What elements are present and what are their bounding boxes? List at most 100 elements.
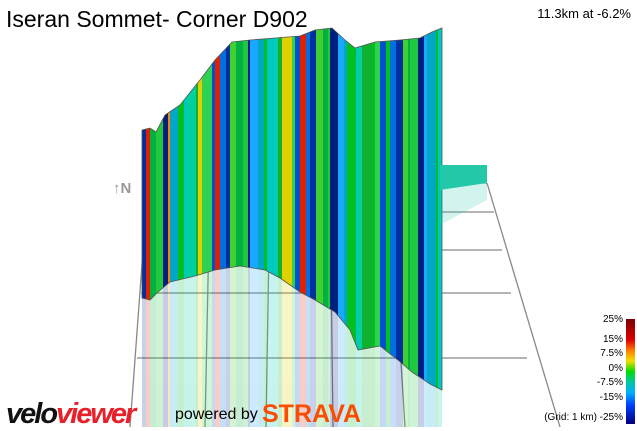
gradient-stripe — [236, 28, 243, 390]
gradient-stripe — [344, 28, 347, 390]
reflection-stripe — [278, 266, 282, 427]
reflection-stripe — [292, 266, 295, 427]
reflection-stripe — [220, 266, 226, 427]
gradient-stripe — [278, 28, 282, 390]
reflection-stripe — [202, 266, 212, 427]
gradient-stripe — [202, 28, 212, 390]
legend-label: 7.5% — [600, 348, 623, 359]
gradient-stripe — [306, 28, 310, 390]
legend-label: 25% — [602, 314, 623, 325]
gradient-stripe — [347, 28, 356, 390]
gradient-stripe — [156, 28, 163, 390]
gradient-stripe — [292, 28, 295, 390]
legend-label: -25% — [599, 412, 623, 423]
gradient-stripe — [424, 28, 427, 390]
gradient-stripe — [300, 28, 306, 390]
reflection-stripe — [344, 266, 347, 427]
reflection-stripe — [267, 266, 276, 427]
hover-stat: 11.3km at -6.2% — [537, 6, 631, 21]
gradient-stripe — [264, 28, 267, 390]
gradient-stripe — [396, 28, 403, 390]
reflection-stripe — [248, 266, 250, 427]
gradient-stripe — [410, 28, 418, 390]
reflection-stripe — [310, 266, 316, 427]
reflection-stripe — [316, 266, 323, 427]
gradient-stripe — [198, 28, 202, 390]
gradient-stripe — [427, 28, 436, 390]
reflection-stripe — [323, 266, 328, 427]
reflection-stripe — [230, 266, 236, 427]
gradient-stripe — [243, 28, 248, 390]
strava-logo[interactable]: STRAVA — [262, 400, 362, 428]
gradient-stripe — [316, 28, 323, 390]
reflection-stripe — [168, 266, 170, 427]
veloviewer-logo[interactable]: veloviewer — [6, 398, 136, 430]
gradient-stripe — [170, 28, 178, 390]
gradient-stripe — [390, 28, 396, 390]
profile-tail — [440, 165, 487, 190]
legend-label: -7.5% — [596, 377, 623, 388]
gradient-stripe — [295, 28, 300, 390]
gradient-stripe — [258, 28, 264, 390]
gradient-stripe — [310, 28, 316, 390]
gradient-stripe — [163, 28, 168, 390]
reflection-stripe — [184, 266, 187, 427]
gradient-stripe — [142, 28, 146, 390]
reflection-stripe — [330, 266, 338, 427]
gradient-stripe — [375, 28, 380, 390]
profile-tail-reflection — [440, 183, 487, 225]
gradient-stripe — [276, 28, 278, 390]
gradient-stripe — [418, 28, 424, 390]
reflection-stripe — [226, 266, 230, 427]
route-title: Iseran Sommet- Corner D902 — [6, 6, 308, 32]
reflection-stripe — [300, 266, 306, 427]
reflection-stripe — [142, 266, 146, 427]
gradient-stripe — [248, 28, 250, 390]
legend-label: 15% — [602, 334, 623, 345]
gradient-stripe — [168, 28, 170, 390]
profile-outline — [141, 27, 443, 391]
reflection-stripe — [243, 266, 248, 427]
gradient-stripe — [380, 28, 386, 390]
reflection-stripe — [264, 266, 267, 427]
reflection-stripe — [163, 266, 168, 427]
reflection-stripe — [328, 266, 330, 427]
gradient-stripe — [403, 28, 408, 390]
legend-label: -15% — [599, 392, 623, 403]
gradient-stripe — [358, 28, 362, 390]
gradient-stripe — [267, 28, 276, 390]
gradient-stripe — [282, 28, 292, 390]
reflection-stripe — [170, 266, 178, 427]
reflection-stripe — [306, 266, 310, 427]
legend-label: 0% — [608, 363, 623, 374]
reflection-stripe — [276, 266, 278, 427]
gradient-stripe — [196, 28, 198, 390]
reflection-stripe — [198, 266, 202, 427]
gradient-stripe — [438, 28, 442, 390]
gradient-stripe — [330, 28, 338, 390]
gradient-stripe — [338, 28, 344, 390]
gradient-stripe — [386, 28, 390, 390]
reflection-stripe — [282, 266, 292, 427]
reflection-stripe — [212, 266, 215, 427]
gradient-stripe — [212, 28, 215, 390]
reflection-stripe — [146, 266, 150, 427]
reflection-stripe — [150, 266, 156, 427]
gradient-stripe — [146, 28, 150, 390]
reflection-stripe — [215, 266, 220, 427]
gradient-stripe — [372, 28, 375, 390]
reflection-stripe — [295, 266, 300, 427]
north-indicator: ↑N — [113, 180, 132, 197]
gradient-stripe — [220, 28, 226, 390]
gradient-stripe — [150, 28, 156, 390]
gradient-stripe — [230, 28, 236, 390]
gradient-stripe — [436, 28, 438, 390]
gradient-stripe — [215, 28, 220, 390]
reflection-stripe — [196, 266, 198, 427]
gradient-color-bar — [626, 319, 635, 424]
reflection-stripe — [347, 266, 356, 427]
gradient-stripe — [356, 28, 358, 390]
reflection-stripe — [250, 266, 258, 427]
reflection-stripe — [236, 266, 243, 427]
